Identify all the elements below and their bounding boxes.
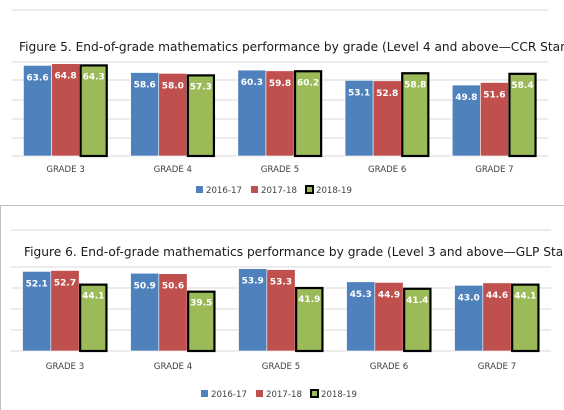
fig6-data-label: 44.1 <box>514 292 536 302</box>
fig5-data-label: 60.2 <box>297 78 319 88</box>
figure-6-chart: Figure 6. End-of-grade mathematics perfo… <box>11 229 564 400</box>
fig6-category-label: GRADE 3 <box>46 362 84 372</box>
fig6-legend-label-2018-19: 2018-19 <box>321 390 357 400</box>
fig6-bar-2018-19-grade-4 <box>187 290 216 353</box>
fig5-legend-swatch-2017-18 <box>251 186 258 193</box>
figure-5-chart: Figure 5. End-of-grade mathematics perfo… <box>12 9 564 196</box>
fig6-bar-2016-17-grade-7 <box>454 285 484 352</box>
fig6-bar-2017-18-grade-4 <box>158 273 188 352</box>
fig5-bar-2018-19-grade-6 <box>401 72 430 158</box>
fig6-bar-2016-17-grade-5 <box>238 268 268 352</box>
fig6-data-label: 45.3 <box>350 290 372 300</box>
fig5-category-label: GRADE 6 <box>368 165 406 175</box>
fig6-bar-2016-17-grade-6 <box>346 281 376 352</box>
fig6-data-label: 50.9 <box>134 281 156 291</box>
fig6-category-label: GRADE 6 <box>370 362 408 372</box>
fig5-category-label: GRADE 7 <box>475 165 513 175</box>
figure-5-panel: Figure 5. End-of-grade mathematics perfo… <box>12 9 564 196</box>
fig5-data-label: 58.4 <box>511 81 533 91</box>
fig5-bar-2018-19-grade-5 <box>293 70 323 158</box>
fig5-data-label: 63.6 <box>26 73 48 83</box>
fig5-title: Figure 5. End-of-grade mathematics perfo… <box>19 40 564 54</box>
fig5-bar-2017-18-grade-4 <box>158 73 188 157</box>
fig5-category-label: GRADE 5 <box>261 165 299 175</box>
fig5-bar-2016-17-grade-7 <box>451 84 481 157</box>
fig5-legend-label-2017-18: 2017-18 <box>261 186 297 196</box>
fig5-legend-label-2018-19: 2018-19 <box>316 186 352 196</box>
fig6-legend-label-2017-18: 2017-18 <box>266 390 302 400</box>
fig6-bar-2018-19-grade-6 <box>403 287 432 353</box>
fig6-legend-label-2016-17: 2016-17 <box>211 390 247 400</box>
fig6-category-label: GRADE 7 <box>478 362 516 372</box>
fig5-data-label: 64.3 <box>83 72 105 82</box>
fig6-bar-2016-17-grade-4 <box>130 272 160 352</box>
fig5-legend-swatch-2016-17 <box>196 186 203 193</box>
fig5-legend-swatch-2018-19 <box>305 185 314 194</box>
fig5-data-label: 57.3 <box>190 82 212 92</box>
fig6-data-label: 41.4 <box>406 296 428 306</box>
fig5-bar-2017-18-grade-6 <box>372 80 402 157</box>
fig6-category-label: GRADE 5 <box>262 362 300 372</box>
fig5-category-label: GRADE 3 <box>46 165 84 175</box>
fig6-bar-2017-18-grade-3 <box>50 270 80 352</box>
fig5-data-label: 58.6 <box>134 81 156 91</box>
fig6-data-label: 53.9 <box>242 277 264 287</box>
fig6-data-label: 52.1 <box>26 279 48 289</box>
fig5-bar-2016-17-grade-4 <box>130 72 160 157</box>
fig5-bar-2018-19-grade-4 <box>186 74 216 158</box>
fig6-data-label: 53.3 <box>270 278 292 288</box>
fig6-data-label: 44.9 <box>378 290 400 300</box>
fig6-legend-swatch-2017-18 <box>256 390 263 397</box>
figure-6-panel: Figure 6. End-of-grade mathematics perfo… <box>0 205 564 410</box>
fig5-data-label: 51.6 <box>483 91 505 101</box>
fig5-data-label: 58.0 <box>162 81 184 91</box>
fig5-bar-2017-18-grade-7 <box>480 82 509 157</box>
fig5-bar-2018-19-grade-3 <box>79 64 108 158</box>
fig5-legend-label-2016-17: 2016-17 <box>206 186 242 196</box>
fig6-bar-2017-18-grade-6 <box>374 282 404 352</box>
fig5-data-label: 53.1 <box>348 88 370 98</box>
fig5-data-label: 49.8 <box>455 93 477 103</box>
fig6-title: Figure 6. End-of-grade mathematics perfo… <box>24 245 564 259</box>
fig6-category-label: GRADE 4 <box>154 362 192 372</box>
fig6-data-label: 50.6 <box>162 282 184 292</box>
fig5-data-label: 58.8 <box>404 80 426 90</box>
fig6-data-label: 39.5 <box>190 299 212 309</box>
fig5-category-label: GRADE 4 <box>154 165 192 175</box>
fig6-legend-swatch-2018-19 <box>310 389 319 398</box>
fig6-bar-2018-19-grade-3 <box>79 283 108 353</box>
fig5-data-label: 59.8 <box>269 79 291 89</box>
fig6-data-label: 52.7 <box>54 279 76 289</box>
fig5-data-label: 52.8 <box>376 89 398 99</box>
fig6-data-label: 41.9 <box>298 295 320 305</box>
fig6-data-label: 44.6 <box>486 291 508 301</box>
fig5-data-label: 64.8 <box>54 72 76 82</box>
fig5-bar-2016-17-grade-3 <box>23 65 52 157</box>
fig6-legend-swatch-2016-17 <box>201 390 208 397</box>
fig5-data-label: 60.3 <box>241 78 263 88</box>
fig6-data-label: 43.0 <box>458 293 480 303</box>
fig5-bar-2018-19-grade-7 <box>508 72 537 158</box>
fig6-data-label: 44.1 <box>82 292 104 302</box>
fig6-bar-2016-17-grade-3 <box>22 271 52 352</box>
fig5-bar-2017-18-grade-3 <box>51 63 80 157</box>
fig6-bar-2018-19-grade-5 <box>295 286 324 353</box>
fig6-bar-2018-19-grade-7 <box>511 283 540 353</box>
